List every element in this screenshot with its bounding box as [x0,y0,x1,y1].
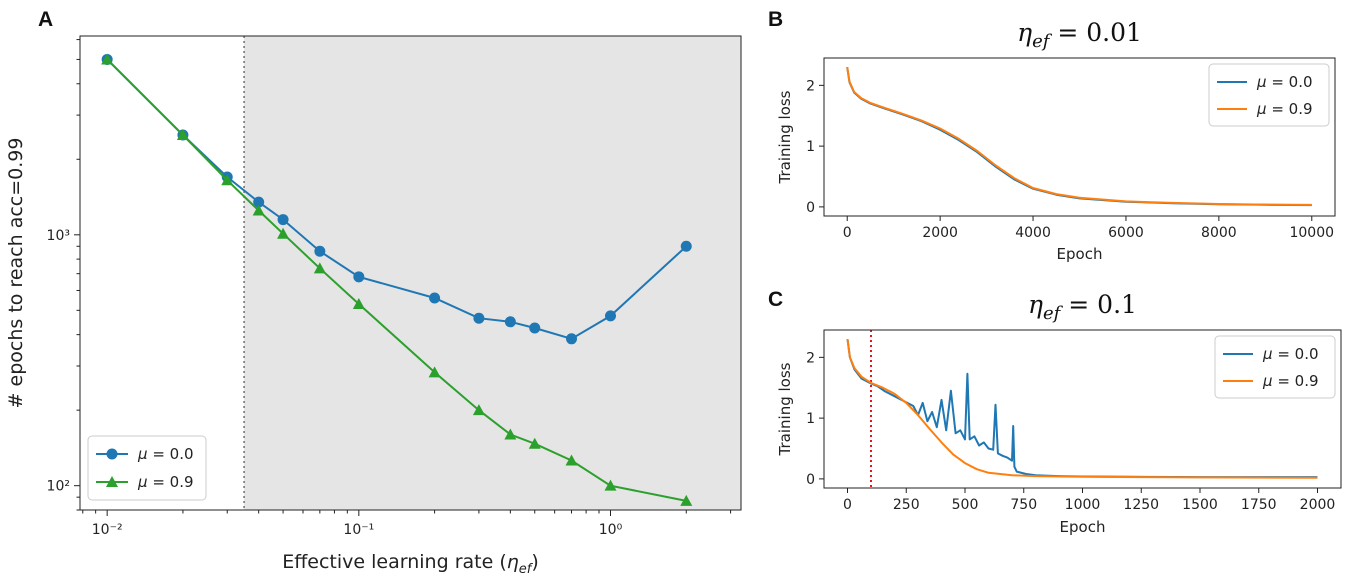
x-tick-label: 0 [843,225,852,241]
y-tick-label: 10³ [47,228,70,244]
x-tick-label: 10⁻² [92,522,123,538]
y-axis-label: Training loss [776,90,794,184]
x-tick-label: 10⁰ [599,522,623,538]
x-tick-label: 10000 [1289,225,1334,241]
series-line-mu0 [106,58,687,340]
y-tick-label: 1 [806,139,815,155]
x-tick-label: 2000 [922,225,958,241]
chart-a: 10⁻² 10⁻¹ 10⁰ 10² 10³ Effective learning rate… [5,35,742,577]
x-tick-label: 1250 [1123,497,1159,513]
data-point [473,312,485,324]
data-point [428,366,441,378]
chart-title: ηef = 0.1 [1028,290,1137,324]
x-tick-label: 750 [1010,497,1037,513]
legend: μ = 0.0 μ = 0.9 [1208,63,1330,127]
data-point [353,271,365,283]
data-point [472,404,485,416]
panel-letter-a: A [38,8,53,31]
legend-box [1214,335,1336,399]
y-tick-label: 10² [47,479,70,495]
data-point [277,227,290,239]
x-tick-label: 500 [952,497,979,513]
legend-box [1208,63,1330,127]
chart-b: ηef = 0.01 0 2000 4000 6000 8000 10000 0 1 2 Epoch… [776,18,1336,263]
plot-frame [823,57,1336,217]
y-tick-label: 0 [806,472,815,488]
x-tick-label: 6000 [1108,225,1144,241]
data-point [680,240,692,252]
y-axis-label: Training loss [776,362,794,456]
legend-marker [106,476,118,487]
series-line-mu0 [846,338,1318,479]
data-point [176,128,189,140]
data-point [314,245,326,257]
y-tick-label: 2 [806,350,815,366]
data-point [529,322,541,334]
x-tick-label: 250 [893,497,920,513]
data-point [429,292,441,304]
data-point [566,333,578,345]
y-tick-label: 0 [806,200,815,216]
x-axis-label: Effective learning rate (ηef) [282,551,539,577]
x-tick-label: 1500 [1182,497,1218,513]
legend: μ = 0.0 μ = 0.9 [1214,335,1336,399]
x-tick-label: 1750 [1241,497,1277,513]
legend-label: μ = 0.0 [1256,73,1313,91]
x-axis-label: Epoch [1057,245,1103,263]
y-tick-label: 1 [806,411,815,427]
series-line-mu09 [106,58,687,502]
data-point [605,310,617,322]
legend-marker [106,448,118,460]
data-point [221,174,234,186]
series-line-mu09 [846,66,1312,206]
legend-label: μ = 0.9 [1256,100,1313,118]
x-axis-label: Epoch [1060,518,1106,536]
panel-letter-c: C [768,288,783,311]
legend-label: μ = 0.9 [137,473,194,491]
legend-label: μ = 0.0 [1262,345,1319,363]
data-point [352,297,365,309]
data-point [101,53,114,65]
series-line-mu09 [846,338,1318,479]
x-tick-label: 10⁻¹ [343,522,374,538]
y-tick-label: 2 [806,78,815,94]
data-point [565,454,578,466]
chart-title: ηef = 0.01 [1017,18,1142,52]
x-tick-label: 2000 [1300,497,1336,513]
x-tick-label: 4000 [1015,225,1051,241]
x-tick-label: 8000 [1201,225,1237,241]
data-point [313,262,326,274]
x-tick-label: 1000 [1065,497,1101,513]
legend: μ = 0.0 μ = 0.9 [87,435,207,501]
data-point [253,196,265,208]
data-point [504,316,516,328]
y-axis-label: # epochs to reach acc=0.99 [5,138,27,409]
chart-c: ηef = 0.1 0 250 500 750 1000 1250 1500 1750 2000 0… [776,290,1342,536]
panel-letter-b: B [768,8,783,31]
data-point [680,494,693,506]
data-point [528,437,541,449]
data-point [504,428,517,440]
legend-label: μ = 0.9 [1262,372,1319,390]
legend-label: μ = 0.0 [137,445,194,463]
data-point [604,479,617,491]
data-point [277,214,289,226]
x-tick-label: 0 [843,497,852,513]
data-point [252,204,265,216]
legend-box [87,435,207,501]
plot-frame [79,35,742,511]
